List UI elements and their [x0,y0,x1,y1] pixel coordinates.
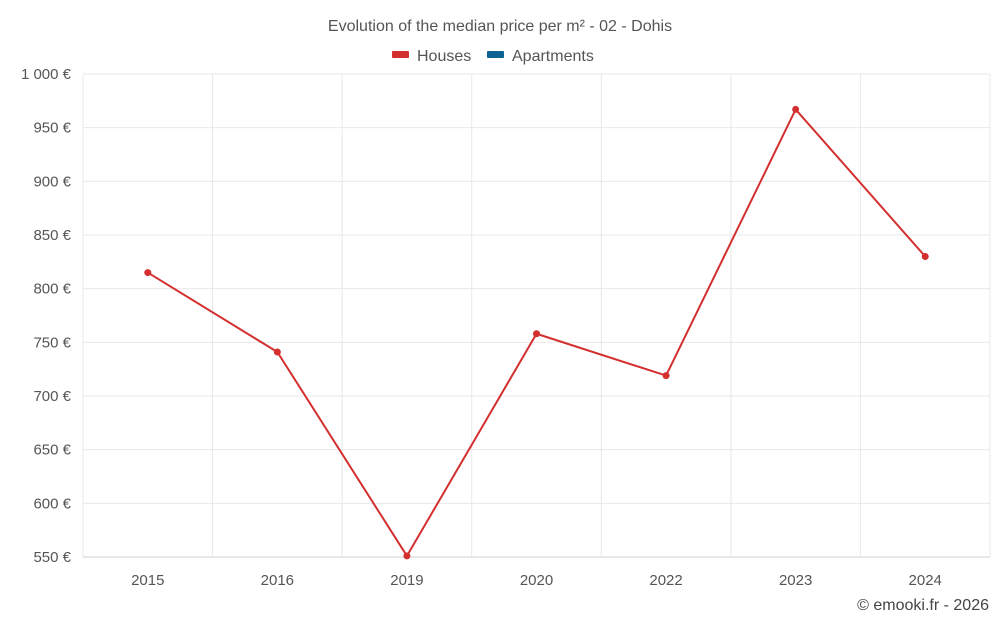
y-tick-label: 700 € [33,388,71,405]
y-tick-label: 950 € [33,120,71,137]
data-point-houses[interactable] [921,252,929,260]
y-tick-label: 1 000 € [21,66,72,83]
data-point-houses[interactable] [273,348,281,356]
chart-title: Evolution of the median price per m² - 0… [328,18,672,35]
chart-legend: Houses Apartments [392,48,594,65]
x-tick-label: 2022 [649,572,682,589]
x-tick-label: 2015 [131,572,164,589]
data-point-houses[interactable] [792,105,800,113]
y-tick-label: 550 € [33,549,71,566]
data-point-houses[interactable] [403,552,411,560]
y-tick-label: 800 € [33,281,71,298]
legend-swatch-houses [392,51,409,58]
y-tick-label: 650 € [33,442,71,459]
y-tick-label: 750 € [33,334,71,351]
data-point-houses[interactable] [533,330,540,338]
y-tick-label: 900 € [33,173,71,190]
legend-label-apartments: Apartments [512,48,594,65]
chart-credit: © emooki.fr - 2026 [857,597,989,614]
plot-area: 550 € 600 € 650 € 700 € 750 € 800 € 850 € 900 €… [21,66,991,589]
y-tick-label: 600 € [33,495,71,512]
legend-item-houses[interactable]: Houses [392,48,471,65]
legend-item-apartments[interactable]: Apartments [487,48,594,65]
data-point-houses[interactable] [144,269,152,277]
x-tick-label: 2019 [390,572,423,589]
x-tick-label: 2020 [520,572,553,589]
data-point-houses[interactable] [662,372,670,380]
x-tick-label: 2023 [779,572,812,589]
legend-swatch-apartments [487,51,504,58]
x-tick-label: 2024 [909,572,942,589]
x-tick-label: 2016 [261,572,294,589]
y-tick-label: 850 € [33,227,71,244]
legend-label-houses: Houses [417,48,471,65]
